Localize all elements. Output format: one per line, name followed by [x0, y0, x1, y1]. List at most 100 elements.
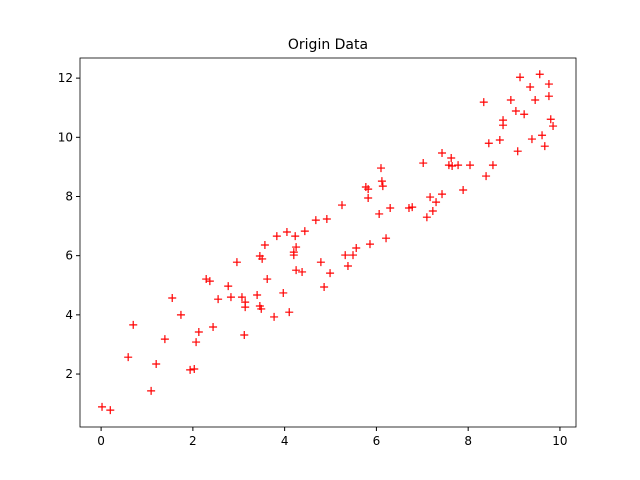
x-tick-label: 6 [373, 434, 381, 448]
point [292, 243, 301, 252]
y-tick-label: 8 [65, 189, 73, 203]
point [459, 185, 468, 194]
point [279, 288, 288, 297]
point [322, 214, 331, 223]
y-tick-label: 12 [58, 71, 73, 85]
point [364, 185, 373, 194]
point [499, 121, 508, 130]
point [448, 162, 457, 171]
point [292, 266, 301, 275]
point [194, 328, 203, 337]
point [341, 251, 350, 260]
point [124, 353, 133, 362]
point [224, 282, 233, 291]
point [544, 80, 553, 89]
point [538, 131, 547, 140]
point [232, 258, 241, 267]
point [422, 213, 431, 222]
point [506, 96, 515, 105]
point [549, 122, 558, 131]
point [205, 277, 214, 286]
point [226, 293, 235, 302]
point [241, 303, 250, 312]
point [378, 182, 387, 191]
point [454, 161, 463, 170]
point [214, 295, 223, 304]
point [484, 139, 493, 148]
point [382, 234, 391, 243]
point [257, 304, 266, 313]
point [337, 201, 346, 210]
point [511, 106, 520, 115]
y-tick-label: 2 [65, 367, 73, 381]
point [544, 92, 553, 101]
point [311, 216, 320, 225]
point [258, 254, 267, 263]
point [513, 147, 522, 156]
point [377, 177, 386, 186]
point [438, 148, 447, 157]
y-tick-label: 4 [65, 308, 73, 322]
point [426, 193, 435, 202]
point [98, 402, 107, 411]
point [160, 335, 169, 344]
point [147, 386, 156, 395]
point [516, 73, 525, 82]
point [285, 308, 294, 317]
point [438, 190, 447, 199]
point [531, 96, 540, 105]
point [190, 365, 199, 374]
point [106, 406, 115, 415]
point [289, 248, 298, 257]
x-tick-label: 4 [281, 434, 289, 448]
point [168, 293, 177, 302]
point [540, 142, 549, 151]
y-tick-label: 6 [65, 249, 73, 263]
point [270, 312, 279, 321]
point [300, 227, 309, 236]
x-tick-label: 0 [97, 434, 105, 448]
chart-title: Origin Data [288, 37, 368, 53]
point [349, 251, 358, 260]
point [364, 193, 373, 202]
x-tick-label: 10 [552, 434, 567, 448]
point [326, 269, 335, 278]
point [316, 258, 325, 267]
point [176, 310, 185, 319]
point [320, 283, 329, 292]
point [488, 161, 497, 170]
point [209, 322, 218, 331]
point [237, 293, 246, 302]
point [260, 241, 269, 250]
point [447, 154, 456, 163]
point [376, 164, 385, 173]
point [479, 98, 488, 107]
point [520, 110, 529, 119]
point [495, 135, 504, 144]
point [186, 365, 195, 374]
point [546, 115, 555, 124]
point [253, 291, 262, 300]
point [272, 232, 281, 241]
point [386, 204, 395, 213]
point [432, 198, 441, 207]
y-tick-label: 10 [58, 130, 73, 144]
point [352, 243, 361, 252]
point [263, 275, 272, 284]
point [428, 206, 437, 215]
point [375, 209, 384, 218]
point [298, 267, 307, 276]
point [291, 232, 300, 241]
point [527, 135, 536, 144]
point [408, 203, 417, 212]
point [129, 320, 138, 329]
point [240, 330, 249, 339]
point [419, 159, 428, 168]
point [192, 338, 201, 347]
point [466, 161, 475, 170]
point [343, 262, 352, 271]
point [535, 70, 544, 79]
point [526, 82, 535, 91]
